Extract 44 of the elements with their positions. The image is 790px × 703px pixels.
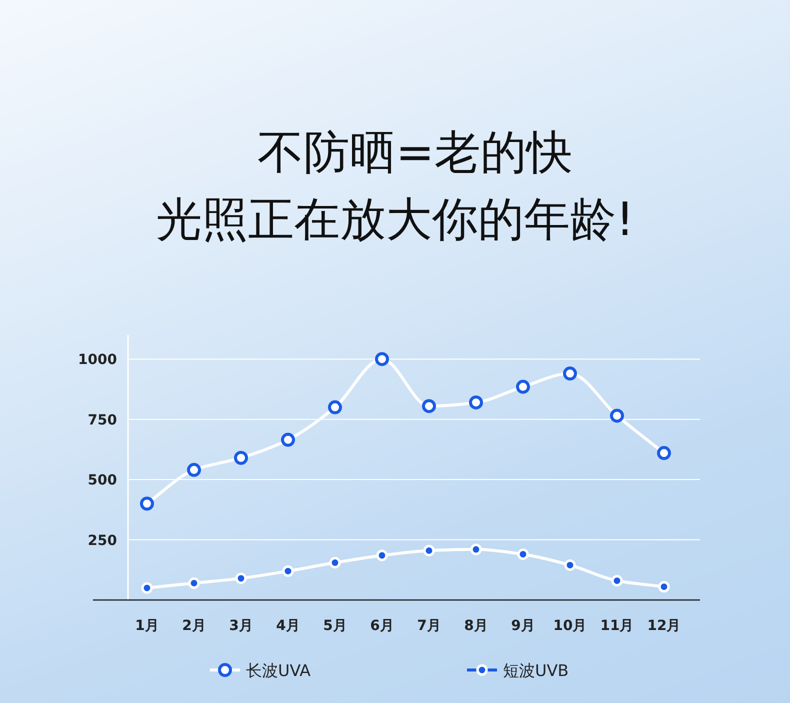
point [282,565,294,577]
chart-title: 不防晒=老的快 [258,125,572,179]
legend-label: 短波UVB [503,661,569,680]
point [470,544,482,556]
point [328,400,342,414]
point [141,582,153,594]
x-tick-label: 11月 [600,618,634,634]
chart-subtitle: 光照正在放大你的年龄! [156,192,634,246]
y-tick-label: 1000 [78,352,118,368]
point [469,395,483,410]
point [516,380,530,394]
point [564,559,576,571]
point [234,450,248,465]
x-tick-label: 8月 [464,618,488,634]
point [140,496,154,511]
x-tick-label: 3月 [229,618,253,634]
point [281,432,295,447]
point [376,550,388,562]
point [235,572,247,584]
point [188,577,200,589]
y-tick-label: 750 [88,412,118,428]
legend-label: 长波UVA [246,661,311,680]
point [375,352,389,366]
x-tick-label: 5月 [323,618,347,634]
point [657,446,671,460]
x-tick-label: 7月 [417,618,441,634]
y-tick-label: 500 [88,472,118,489]
x-tick-label: 2月 [182,618,206,634]
point [329,556,341,568]
point [422,399,436,414]
point [187,462,201,477]
x-tick-label: 9月 [511,618,535,634]
point [658,581,670,592]
point [517,548,529,560]
point [563,366,577,381]
x-tick-label: 12月 [647,618,681,634]
x-tick-label: 4月 [276,618,300,634]
x-tick-label: 10月 [553,618,587,634]
y-tick-label: 250 [88,532,118,549]
point [610,408,624,423]
x-tick-label: 1月 [135,618,159,634]
point [423,544,435,556]
point [611,574,623,586]
x-tick-label: 6月 [370,618,394,634]
